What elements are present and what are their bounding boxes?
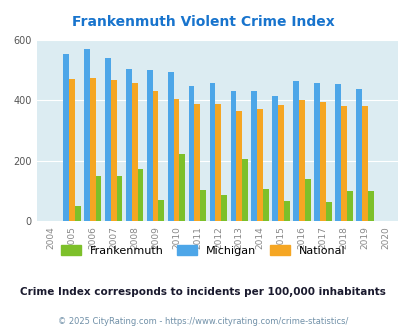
Bar bbox=[313, 83, 320, 221]
Bar bbox=[173, 99, 179, 221]
Bar bbox=[340, 106, 346, 221]
Bar bbox=[251, 91, 257, 221]
Bar bbox=[298, 100, 304, 221]
Bar bbox=[361, 107, 367, 221]
Bar bbox=[90, 78, 95, 221]
Bar bbox=[367, 191, 373, 221]
Bar bbox=[257, 109, 262, 221]
Bar bbox=[146, 70, 152, 221]
Bar bbox=[104, 58, 111, 221]
Bar bbox=[126, 69, 131, 221]
Bar bbox=[262, 189, 269, 221]
Bar bbox=[84, 49, 90, 221]
Bar bbox=[194, 104, 200, 221]
Bar bbox=[63, 54, 68, 221]
Bar bbox=[111, 80, 116, 221]
Bar bbox=[167, 72, 173, 221]
Text: © 2025 CityRating.com - https://www.cityrating.com/crime-statistics/: © 2025 CityRating.com - https://www.city… bbox=[58, 317, 347, 326]
Bar bbox=[277, 105, 284, 221]
Bar bbox=[325, 202, 331, 221]
Bar bbox=[293, 81, 298, 221]
Bar bbox=[215, 104, 221, 221]
Legend: Frankenmuth, Michigan, National: Frankenmuth, Michigan, National bbox=[56, 241, 349, 260]
Text: Crime Index corresponds to incidents per 100,000 inhabitants: Crime Index corresponds to incidents per… bbox=[20, 287, 385, 297]
Bar bbox=[346, 191, 352, 221]
Bar bbox=[131, 82, 137, 221]
Bar bbox=[200, 190, 206, 221]
Bar bbox=[158, 200, 164, 221]
Bar bbox=[272, 96, 277, 221]
Bar bbox=[137, 169, 143, 221]
Bar bbox=[75, 206, 80, 221]
Bar bbox=[320, 102, 325, 221]
Bar bbox=[179, 154, 185, 221]
Bar bbox=[152, 91, 158, 221]
Bar bbox=[116, 176, 122, 221]
Bar bbox=[209, 82, 215, 221]
Bar bbox=[335, 84, 340, 221]
Bar bbox=[236, 111, 242, 221]
Text: Frankenmuth Violent Crime Index: Frankenmuth Violent Crime Index bbox=[71, 15, 334, 29]
Bar bbox=[188, 86, 194, 221]
Bar bbox=[230, 91, 236, 221]
Bar bbox=[284, 201, 289, 221]
Bar bbox=[242, 159, 247, 221]
Bar bbox=[355, 88, 361, 221]
Bar bbox=[68, 79, 75, 221]
Bar bbox=[95, 176, 101, 221]
Bar bbox=[221, 195, 227, 221]
Bar bbox=[304, 180, 310, 221]
